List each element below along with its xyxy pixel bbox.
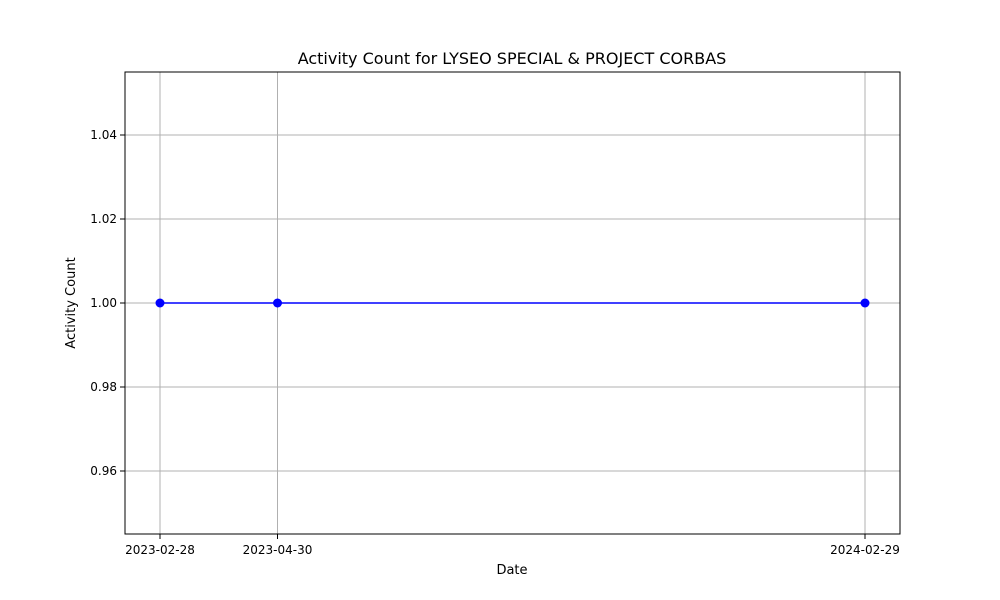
- x-tick-label: 2024-02-29: [830, 543, 900, 557]
- y-axis-label: Activity Count: [64, 257, 79, 348]
- chart-title: Activity Count for LYSEO SPECIAL & PROJE…: [298, 49, 727, 68]
- data-point: [155, 298, 165, 308]
- y-tick-label: 0.96: [90, 464, 117, 478]
- y-tick-label: 0.98: [90, 380, 117, 394]
- y-tick-label: 1.00: [90, 296, 117, 310]
- y-tick-label: 1.02: [90, 212, 117, 226]
- x-tick-label: 2023-02-28: [125, 543, 195, 557]
- data-point: [273, 298, 282, 308]
- x-tick-label: 2023-04-30: [243, 543, 313, 557]
- data-point: [860, 298, 870, 308]
- series-layer: [155, 298, 870, 308]
- y-tick-label: 1.04: [90, 128, 117, 142]
- ticks-layer: 2023-02-28 2023-04-30 2024-02-29 0.96 0.98 1.…: [90, 128, 900, 557]
- x-axis-label: Date: [496, 563, 527, 578]
